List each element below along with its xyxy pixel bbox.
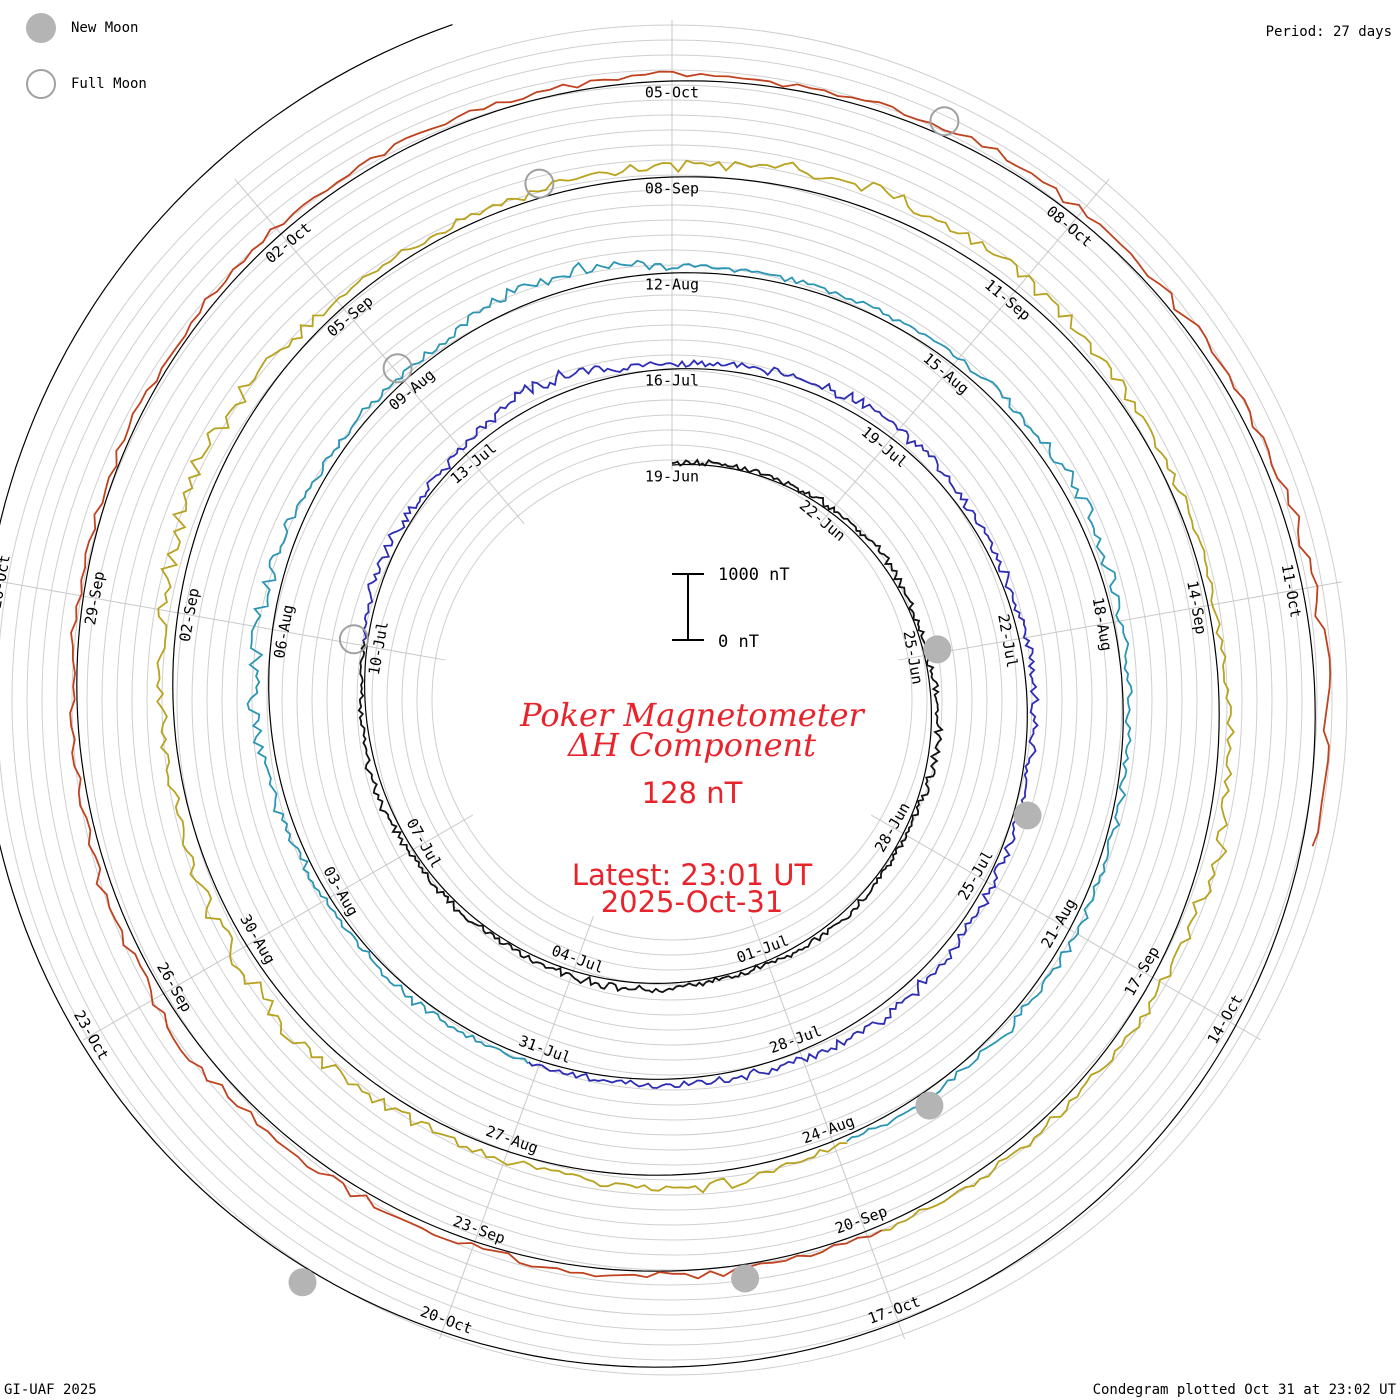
grid-spoke [82, 814, 474, 1041]
new-moon-marker [915, 1091, 944, 1120]
tick-label: 25-Jul [954, 847, 997, 903]
legend-new-moon: New Moon [26, 13, 138, 43]
tick-label: 19-Jun [645, 468, 699, 486]
grid-spoke [898, 581, 1342, 661]
baseline-turn-3 [172, 176, 1124, 1176]
tick-label: 08-Sep [645, 180, 699, 198]
new-moon-marker [288, 1268, 317, 1297]
tick-label: 02-Sep [176, 587, 203, 643]
grid-spokes [2, 20, 1342, 1340]
grid-spoke [870, 814, 1262, 1041]
tick-label: 28-Jun [871, 799, 914, 855]
full-moon-marker [382, 353, 413, 384]
grid-spoke [234, 178, 525, 525]
footer-plotted: Condegram plotted Oct 31 at 23:02 UT [1092, 1382, 1396, 1398]
chart-title: Poker Magnetometer [519, 696, 865, 734]
tick-label: 01-Jul [734, 931, 791, 966]
new-moon-label: New Moon [71, 20, 139, 36]
tick-label: 21-Aug [1037, 895, 1080, 951]
grid-spoke [750, 915, 906, 1340]
baseline-turn-4 [76, 80, 1220, 1272]
current-value: 128 nT [642, 776, 743, 810]
tick-label: 05-Oct [645, 84, 699, 102]
tick-label: 26-Oct [0, 553, 14, 609]
grid-spoke [819, 178, 1110, 525]
tick-label: 17-Oct [865, 1292, 922, 1327]
latest-time: Latest: 23:01 UT [572, 858, 813, 892]
period-label: Period: 27 days [1265, 24, 1392, 40]
scale-bar: 1000 nT 0 nT [672, 565, 790, 652]
legend-full-moon: Full Moon [26, 69, 147, 99]
trace-31-Jul-to-24-Aug [246, 259, 1133, 1143]
full-moon-marker [524, 168, 555, 199]
full-moon-label: Full Moon [71, 76, 147, 92]
trace-19-Jun-to-10-Jul [357, 458, 944, 994]
trace-10-Jul-to-31-Jul [361, 359, 1040, 1089]
new-moon-marker [1013, 801, 1042, 830]
turn-baselines [0, 24, 1316, 1368]
tick-label: 12-Aug [645, 276, 699, 294]
baseline-turn-1 [363, 368, 932, 985]
tick-label: 24-Aug [800, 1112, 857, 1147]
tick-label: 06-Aug [270, 603, 297, 659]
trace-20-Sep-to-31-Oct [69, 70, 1332, 1280]
tick-label: 16-Jul [645, 372, 699, 390]
moon-markers [288, 106, 1042, 1297]
new-moon-marker [923, 635, 952, 664]
scale-top-label: 1000 nT [718, 565, 790, 585]
tick-label: 13-Jul [447, 439, 500, 488]
tick-label: 20-Sep [833, 1202, 890, 1237]
tick-label: 23-Sep [451, 1212, 508, 1247]
scale-bottom-label: 0 nT [718, 632, 759, 652]
tick-label: 22-Jul [994, 613, 1021, 669]
latest-date: 2025-Oct-31 [601, 885, 784, 919]
baseline-turn-5 [0, 24, 1316, 1368]
full-moon-marker [338, 624, 369, 655]
tick-label: 14-Sep [1183, 579, 1210, 635]
new-moon-marker [731, 1264, 760, 1293]
baseline-turn-2 [268, 272, 1028, 1080]
tick-label: 11-Oct [1278, 563, 1305, 619]
tick-label: 20-Oct [418, 1302, 475, 1337]
data-traces [69, 70, 1332, 1280]
tick-label: 29-Sep [81, 570, 108, 626]
footer-credit: GI-UAF 2025 [4, 1382, 97, 1398]
new-moon-icon [26, 13, 56, 43]
grid-spoke [438, 915, 594, 1340]
tick-label: 10-Jul [365, 620, 392, 676]
full-moon-marker [929, 106, 960, 137]
grid-spoke [2, 581, 446, 661]
trace-24-Aug-to-20-Sep [155, 159, 1235, 1232]
chart-subtitle: ΔH Component [566, 726, 816, 764]
full-moon-icon [26, 69, 56, 99]
tick-label: 14-Oct [1204, 991, 1247, 1047]
tick-label: 05-Sep [324, 292, 377, 341]
tick-label: 28-Jul [767, 1022, 824, 1057]
